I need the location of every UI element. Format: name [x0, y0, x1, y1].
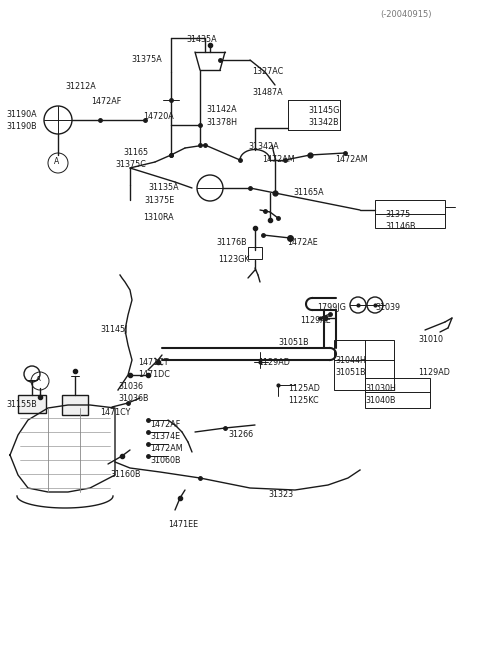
- Text: A: A: [54, 157, 59, 166]
- Text: 1129AE: 1129AE: [300, 316, 331, 325]
- Text: 1125AD: 1125AD: [288, 384, 320, 393]
- Text: 31044H: 31044H: [335, 356, 366, 365]
- Text: 31146B: 31146B: [385, 222, 416, 231]
- Text: 31145J: 31145J: [100, 325, 127, 334]
- Bar: [18, 395, 46, 413]
- Text: 1125KC: 1125KC: [288, 396, 319, 405]
- Text: 1472AE: 1472AE: [287, 238, 318, 247]
- Text: 1471CT: 1471CT: [138, 358, 168, 367]
- Text: 1471EE: 1471EE: [168, 520, 198, 529]
- Text: 1327AC: 1327AC: [252, 67, 283, 76]
- Text: 31375A: 31375A: [131, 55, 162, 64]
- Text: 31342A: 31342A: [248, 142, 278, 151]
- Bar: [248, 247, 262, 259]
- Text: 1472AM: 1472AM: [150, 444, 182, 453]
- Text: 31487A: 31487A: [252, 88, 283, 97]
- Text: 31176B: 31176B: [216, 238, 247, 247]
- Text: 31051B: 31051B: [335, 368, 366, 377]
- Text: 31165A: 31165A: [293, 188, 324, 197]
- Text: 1472AF: 1472AF: [150, 420, 180, 429]
- Text: 1799JG: 1799JG: [317, 303, 346, 312]
- Text: 31060B: 31060B: [150, 456, 180, 465]
- Text: 1129AD: 1129AD: [258, 358, 290, 367]
- Text: 14720A: 14720A: [143, 112, 174, 121]
- Bar: [365, 378, 430, 408]
- Text: (-20040915): (-20040915): [380, 10, 432, 19]
- Text: 31036B: 31036B: [118, 394, 148, 403]
- Text: 31142A: 31142A: [206, 105, 237, 114]
- Bar: [375, 200, 445, 228]
- Text: 31010: 31010: [418, 335, 443, 344]
- Text: 31378H: 31378H: [206, 118, 237, 127]
- Text: 31135A: 31135A: [148, 183, 179, 192]
- Text: 1472AM: 1472AM: [335, 155, 368, 164]
- Text: 1471DC: 1471DC: [138, 370, 170, 379]
- Text: 31036: 31036: [118, 382, 143, 391]
- Text: 31323: 31323: [268, 490, 293, 499]
- Text: 31030H: 31030H: [365, 384, 396, 393]
- Text: 1472AM: 1472AM: [262, 155, 295, 164]
- Text: 31040B: 31040B: [365, 396, 396, 405]
- Text: 31375: 31375: [385, 210, 410, 219]
- Text: 31375E: 31375E: [144, 196, 174, 205]
- Text: 31266: 31266: [228, 430, 253, 439]
- Text: 31145G: 31145G: [308, 106, 339, 115]
- Text: 1472AF: 1472AF: [91, 97, 121, 106]
- Text: 31155B: 31155B: [6, 400, 37, 409]
- Text: 1471CY: 1471CY: [100, 408, 131, 417]
- Text: 31190A: 31190A: [6, 110, 36, 119]
- Text: 31342B: 31342B: [308, 118, 338, 127]
- Text: 31051B: 31051B: [278, 338, 309, 347]
- Text: 31039: 31039: [375, 303, 400, 312]
- Text: 31374E: 31374E: [150, 432, 180, 441]
- Bar: [62, 395, 88, 415]
- Text: A: A: [36, 376, 41, 382]
- Text: 31212A: 31212A: [65, 82, 96, 91]
- Text: 31190B: 31190B: [6, 122, 36, 131]
- Text: 31435A: 31435A: [186, 35, 216, 44]
- Text: 31375C: 31375C: [115, 160, 146, 169]
- Bar: [334, 340, 394, 390]
- Text: 31160B: 31160B: [110, 470, 141, 479]
- Text: 31165: 31165: [123, 148, 148, 157]
- Text: 1310RA: 1310RA: [143, 213, 174, 222]
- Text: 1123GK: 1123GK: [218, 255, 250, 264]
- Text: 1129AD: 1129AD: [418, 368, 450, 377]
